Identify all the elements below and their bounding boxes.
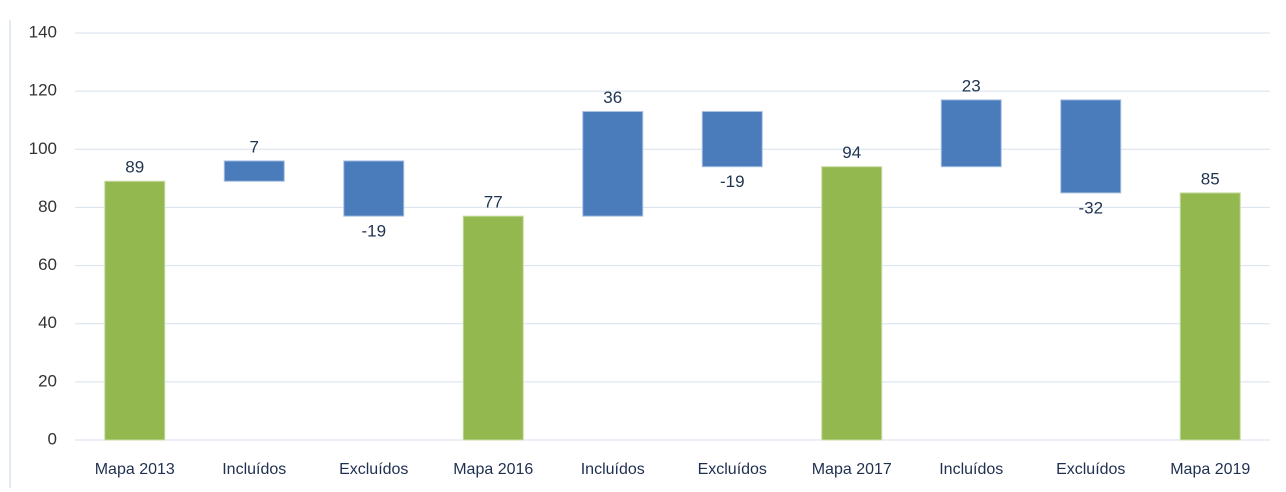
y-tick-label: 60 xyxy=(38,255,57,274)
y-tick-label: 100 xyxy=(29,139,57,158)
bar xyxy=(104,180,166,441)
x-tick-label: Mapa 2016 xyxy=(453,461,533,478)
y-tick-label: 40 xyxy=(38,313,57,332)
x-tick-label: Excluídos xyxy=(339,461,408,478)
data-label: -19 xyxy=(361,222,386,241)
y-tick-label: 140 xyxy=(29,22,57,41)
data-label: 77 xyxy=(484,193,503,212)
data-label: -19 xyxy=(720,172,745,191)
x-tick-label: Mapa 2019 xyxy=(1170,461,1250,478)
bar xyxy=(223,160,285,182)
data-label: 23 xyxy=(962,76,981,95)
bar xyxy=(701,110,763,168)
data-label: 94 xyxy=(842,143,861,162)
data-label: 7 xyxy=(250,137,259,156)
y-tick-label: 0 xyxy=(48,429,57,448)
x-tick-label: Incluídos xyxy=(222,461,286,478)
bar xyxy=(582,110,644,217)
bar xyxy=(462,215,524,441)
x-tick-label: Mapa 2017 xyxy=(812,461,892,478)
y-tick-label: 20 xyxy=(38,371,57,390)
data-label: 89 xyxy=(125,158,144,177)
bar xyxy=(1060,99,1122,194)
y-tick-label: 80 xyxy=(38,197,57,216)
bar xyxy=(343,160,405,217)
data-label: 85 xyxy=(1201,169,1220,188)
bar xyxy=(940,99,1002,168)
data-label: -32 xyxy=(1078,198,1103,217)
x-tick-label: Incluídos xyxy=(939,461,1003,478)
bar xyxy=(1179,192,1241,441)
data-label: 36 xyxy=(603,88,622,107)
x-tick-label: Excluídos xyxy=(698,461,767,478)
bar xyxy=(821,166,883,441)
y-tick-label: 120 xyxy=(29,81,57,100)
x-tick-label: Mapa 2013 xyxy=(95,461,175,478)
x-tick-label: Incluídos xyxy=(581,461,645,478)
x-tick-label: Excluídos xyxy=(1056,461,1125,478)
